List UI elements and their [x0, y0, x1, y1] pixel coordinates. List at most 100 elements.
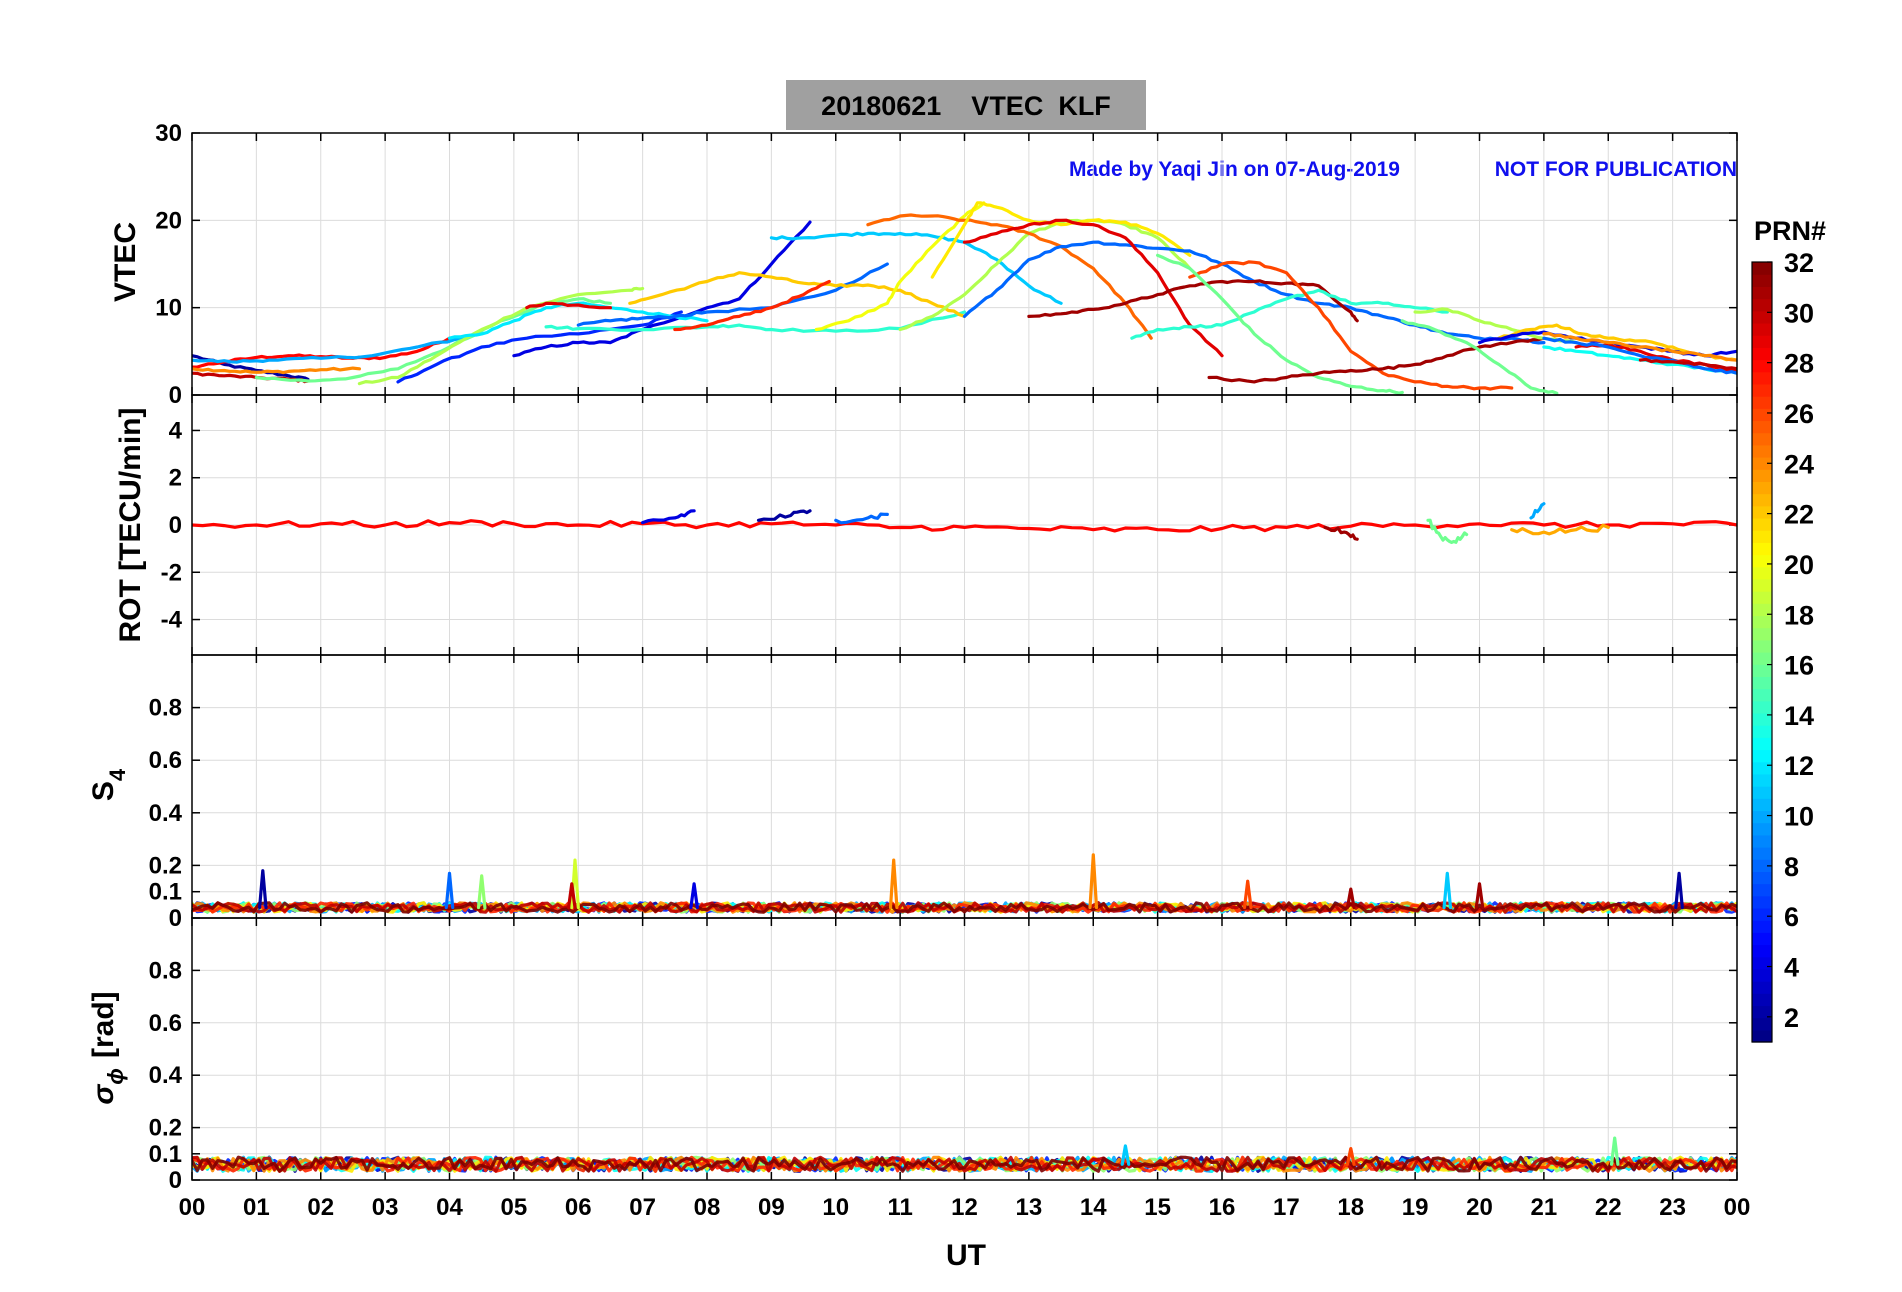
colorbar-segment: [1752, 688, 1772, 702]
colorbar-segment: [1752, 883, 1772, 897]
s4-spike-prn-4: [689, 882, 699, 910]
s4-ytick-label: 0.8: [149, 695, 182, 722]
s4-ylabel-sub: 4: [105, 768, 130, 781]
vtec-series-prn-12: [447, 301, 709, 340]
colorbar-segment: [1752, 517, 1772, 531]
x-tick-label: 00: [179, 1194, 206, 1221]
colorbar-segment: [1752, 542, 1772, 556]
colorbar-segment: [1752, 956, 1772, 970]
rot-ytick-label: -4: [161, 607, 183, 634]
s4-spike-prn-2: [258, 869, 268, 910]
s4-spike-prn-30: [567, 882, 577, 910]
x-tick-label: 14: [1080, 1194, 1107, 1221]
colorbar-segment: [1752, 603, 1772, 617]
colorbar-segment: [1752, 871, 1772, 885]
colorbar-segment: [1752, 652, 1772, 665]
colorbar-segment: [1752, 944, 1772, 958]
x-tick-label: 16: [1209, 1194, 1236, 1221]
colorbar-segment: [1752, 274, 1772, 287]
colorbar-segment: [1752, 298, 1772, 312]
rot-ytick-label: 2: [169, 465, 182, 492]
sigma-baseline-prn-32: [192, 1155, 1737, 1173]
colorbar-segment: [1752, 749, 1772, 763]
s4-baseline-prn-27: [192, 901, 1737, 914]
sigma-ytick-label: 0: [169, 1167, 182, 1194]
x-tick-label: 15: [1144, 1194, 1171, 1221]
vtec-series-prn-8: [1542, 336, 1737, 375]
colorbar-segment: [1752, 859, 1772, 872]
colorbar-segment: [1752, 432, 1772, 446]
vtec-series-prn-26: [1188, 260, 1514, 391]
rot-series-prn-31: [1323, 525, 1359, 541]
title-box: [786, 80, 1146, 130]
x-tick-label: 06: [565, 1194, 592, 1221]
colorbar: 32 30 28 26 24 22 20 18 16 14 12 10 8 6 4 2: [1751, 248, 1814, 1043]
colorbar-segment: [1752, 639, 1772, 653]
rot-ytick-label: 4: [169, 417, 183, 444]
colorbar-tick-label: 14: [1784, 701, 1814, 731]
sigma-spike-prn-26: [1345, 1147, 1356, 1166]
s4-ylabel-main: S: [87, 781, 120, 801]
x-tick-label: 04: [436, 1194, 463, 1221]
vtec-series-prn-16: [1400, 319, 1559, 395]
colorbar-segment: [1752, 420, 1772, 434]
colorbar-segment: [1752, 505, 1772, 519]
colorbar-segment: [1752, 725, 1772, 738]
vtec-ytick-label: 30: [155, 120, 182, 147]
colorbar-segment: [1752, 895, 1772, 909]
vtec-traces: [192, 201, 1737, 395]
vtec-series-prn-30: [1638, 357, 1737, 371]
x-tick-label: 07: [629, 1194, 656, 1221]
colorbar-segment: [1752, 737, 1772, 751]
colorbar-segment: [1752, 920, 1772, 933]
s4-spike-prn-17: [476, 874, 487, 910]
vtec-series-prn-24: [192, 366, 361, 375]
sigma-ylabel-sub: ϕ: [103, 1068, 128, 1085]
colorbar-segment: [1752, 457, 1772, 470]
x-tick-label: 22: [1595, 1194, 1622, 1221]
colorbar-segment: [1752, 798, 1772, 812]
rot-panel: 4 2 0 -2 -4: [161, 394, 1738, 656]
colorbar-tick-label: 20: [1784, 550, 1814, 580]
colorbar-tick-label: 12: [1784, 751, 1814, 781]
vtec-ytick-label: 20: [155, 207, 182, 234]
colorbar-segment: [1752, 262, 1772, 275]
x-tick-label: 12: [951, 1194, 978, 1221]
colorbar-segment: [1752, 968, 1772, 982]
x-tick-label: 17: [1273, 1194, 1300, 1221]
rot-ytick-label: -2: [161, 559, 182, 586]
vtec-series-prn-24: [1542, 331, 1737, 362]
rot-series-prn-2: [756, 509, 812, 522]
colorbar-segment: [1752, 761, 1772, 775]
vtec-series-prn-27: [673, 279, 831, 332]
colorbar-tick-label: 28: [1784, 349, 1814, 379]
sigma-ylabel-unit: [rad]: [87, 991, 120, 1058]
s4-ytick-label: 0.4: [149, 800, 183, 827]
colorbar-segment: [1752, 347, 1772, 361]
x-axis-label: UT: [946, 1239, 986, 1272]
rot-series-prn-16: [1426, 518, 1469, 544]
colorbar-segment: [1752, 834, 1772, 848]
sigma-ylabel-main: σ: [87, 1084, 120, 1105]
colorbar-segment: [1752, 493, 1772, 507]
colorbar-segment: [1752, 591, 1772, 604]
sigma-traces: [192, 1136, 1737, 1173]
colorbar-segment: [1752, 712, 1772, 726]
s4-spike-prn-31: [1345, 887, 1356, 910]
x-tick-label: 23: [1659, 1194, 1686, 1221]
colorbar-segment: [1752, 847, 1772, 860]
colorbar-tick-label: 18: [1784, 600, 1814, 630]
colorbar-tick-label: 30: [1784, 298, 1814, 328]
vtec-ytick-label: 0: [169, 382, 182, 409]
vtec-series-prn-8: [576, 262, 889, 327]
s4-spike-prn-26: [1242, 879, 1253, 910]
rot-series-prn-10: [1529, 502, 1546, 520]
colorbar-tick-label: 4: [1784, 953, 1799, 983]
s4-spike-prn-11: [1442, 871, 1453, 910]
vtec-ylabel: VTEC: [109, 222, 142, 302]
colorbar-segment: [1752, 359, 1772, 373]
sigma-ytick-label: 0.1: [149, 1141, 182, 1168]
s4-ytick-label: 0.2: [149, 852, 182, 879]
colorbar-segment: [1752, 335, 1772, 348]
colorbar-tick-label: 6: [1784, 902, 1799, 932]
